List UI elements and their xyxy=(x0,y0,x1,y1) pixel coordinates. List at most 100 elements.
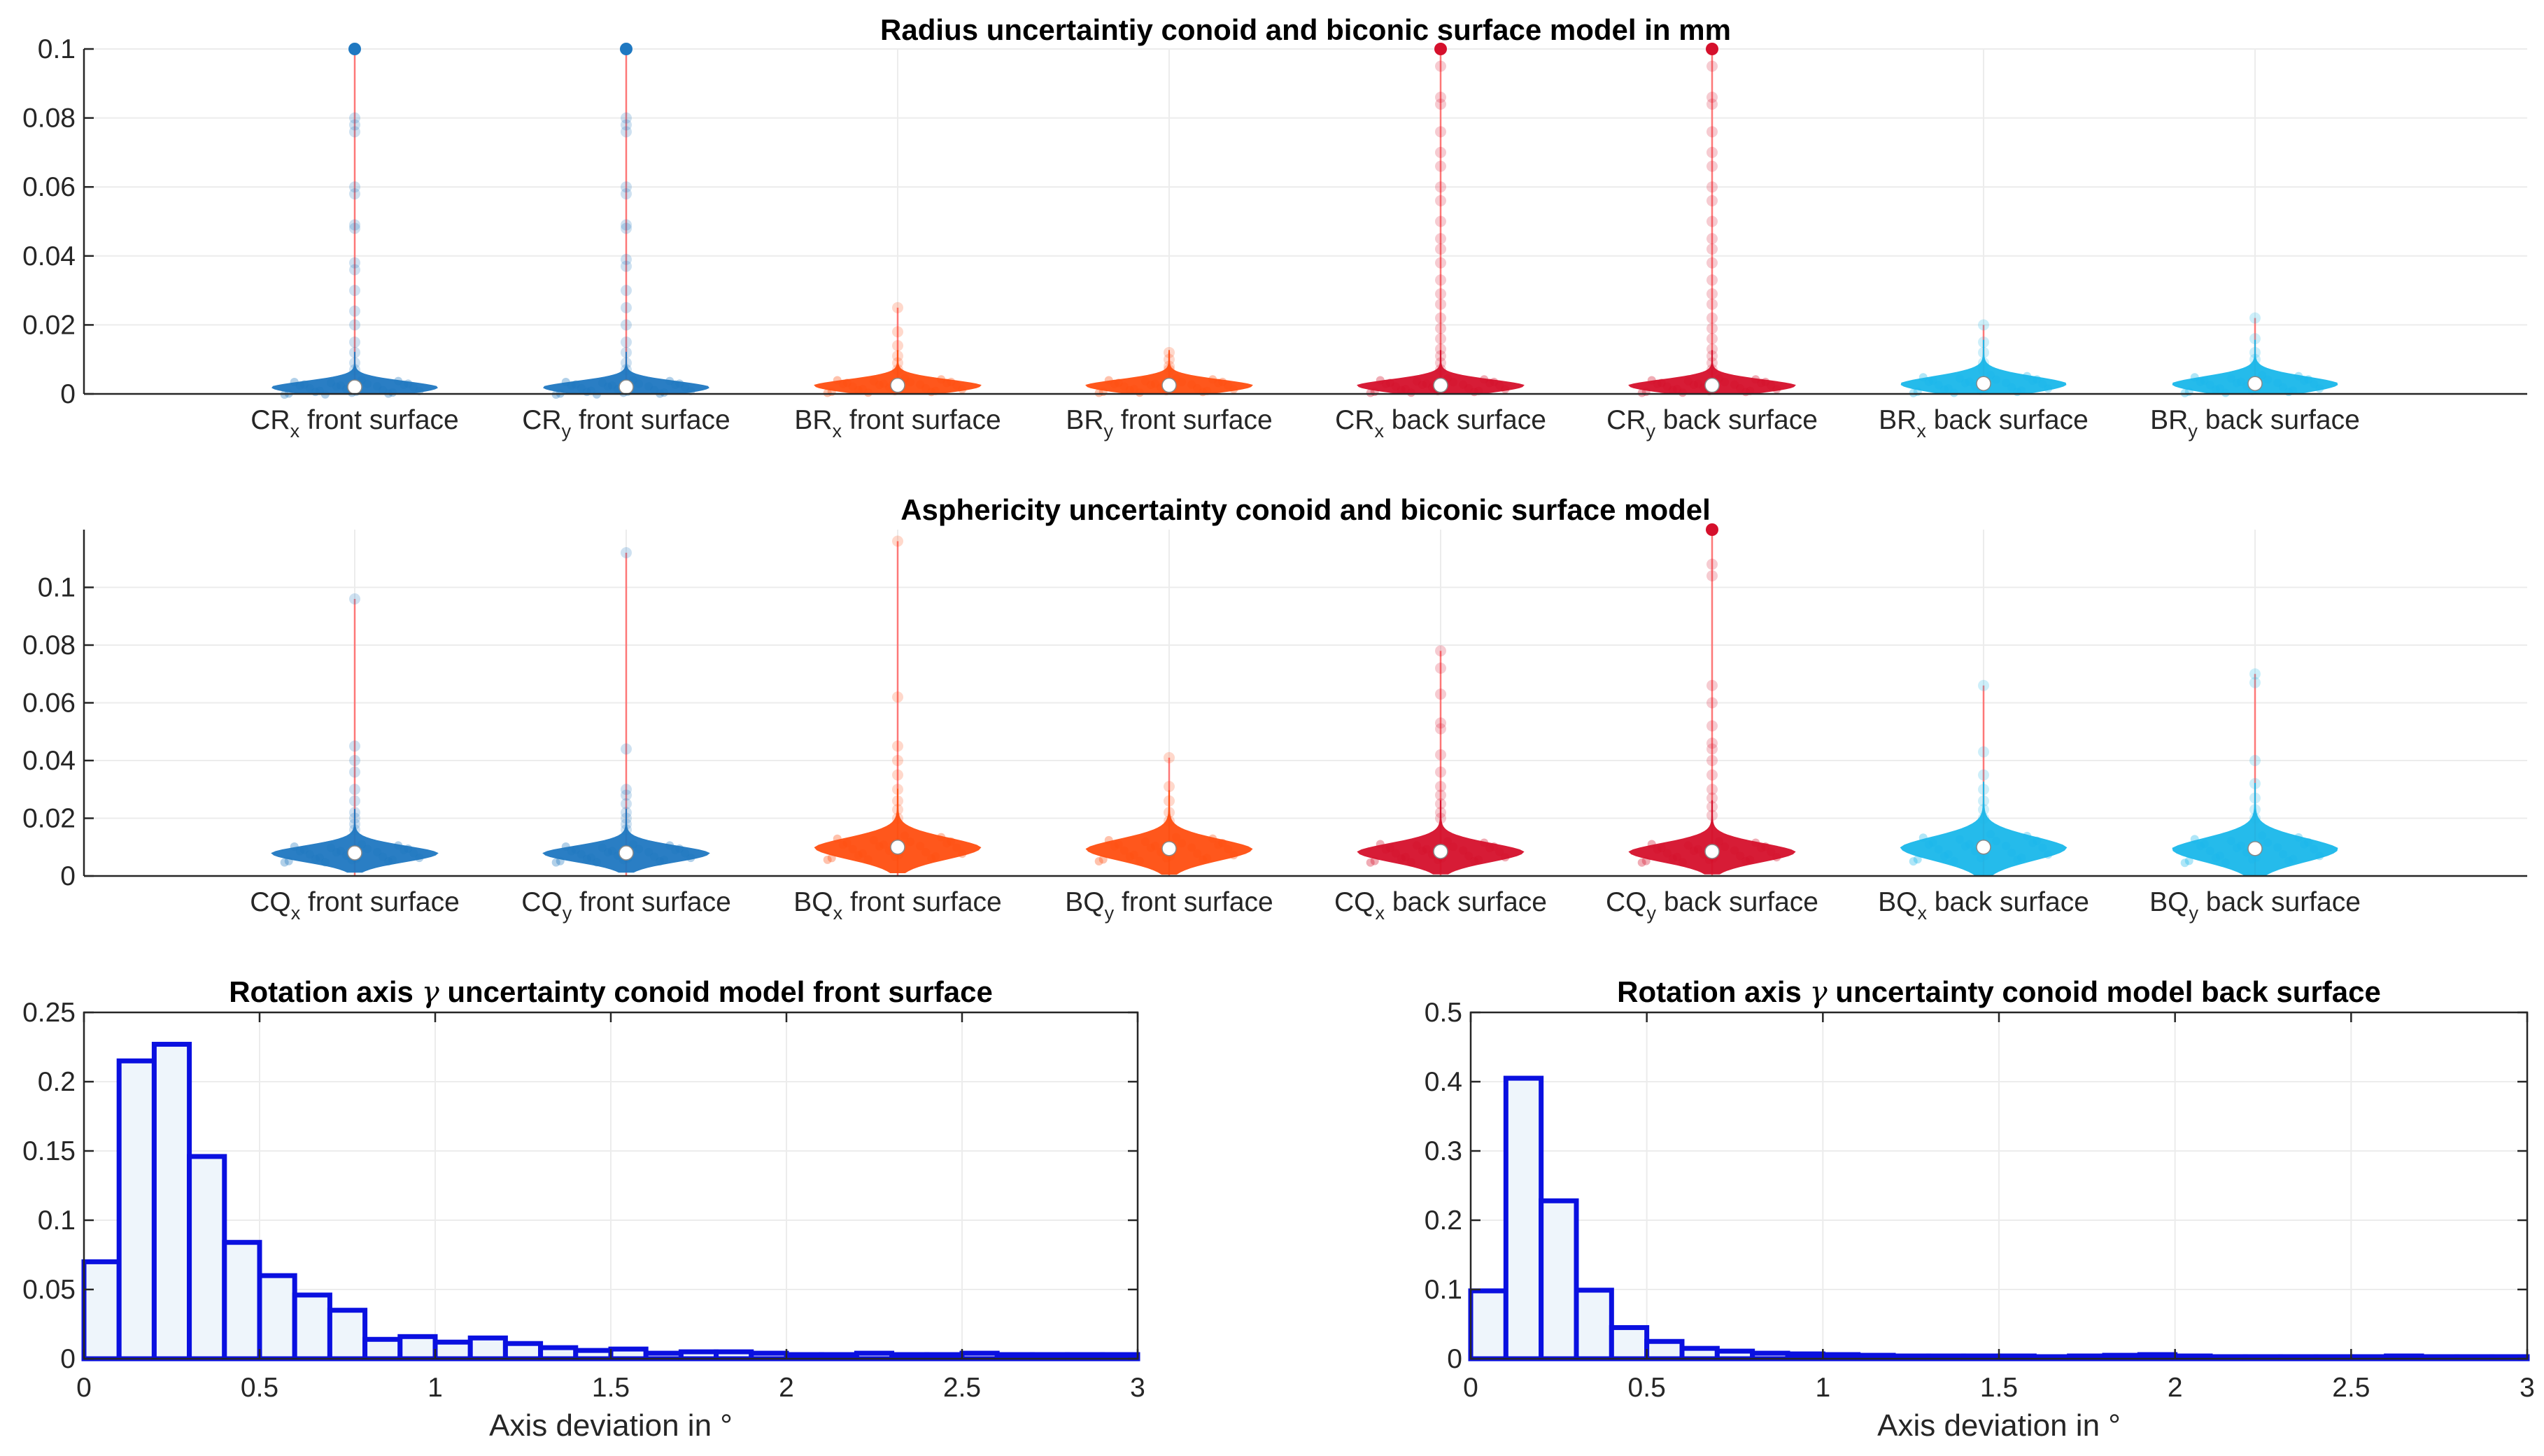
category-main: CR xyxy=(1335,405,1374,435)
category-main: BR xyxy=(2150,405,2188,435)
sample-point xyxy=(2284,856,2294,865)
outlier-point xyxy=(349,755,360,766)
outlier-point xyxy=(1435,288,1446,300)
sample-point xyxy=(2300,840,2309,849)
sample-point xyxy=(823,388,832,397)
outlier-point xyxy=(621,302,632,313)
sample-point xyxy=(1960,842,1970,851)
sample-point xyxy=(2017,853,2026,862)
sample-point xyxy=(1689,846,1698,855)
sample-point xyxy=(1693,379,1702,388)
sample-point xyxy=(1366,388,1375,397)
sample-point xyxy=(2196,842,2205,851)
sample-point xyxy=(1391,382,1400,391)
sample-point xyxy=(363,379,372,388)
sample-point xyxy=(1678,858,1687,867)
sample-point xyxy=(2247,855,2256,864)
sample-point xyxy=(644,847,653,856)
sample-point xyxy=(1757,379,1766,388)
sample-point xyxy=(1094,856,1103,865)
category-main: CQ xyxy=(1334,887,1376,917)
sample-point xyxy=(315,386,324,395)
histogram-bar xyxy=(397,1334,438,1362)
sample-point xyxy=(858,849,867,858)
sample-point xyxy=(2258,371,2267,380)
sample-point xyxy=(603,848,612,857)
sample-point xyxy=(1229,851,1238,860)
sample-point xyxy=(415,854,424,863)
sample-point xyxy=(1449,842,1458,851)
sample-point xyxy=(1199,855,1208,864)
outlier-point xyxy=(349,188,360,200)
category-label: BQy front surface xyxy=(1065,887,1273,924)
outlier-point xyxy=(1706,720,1718,732)
outlier-point xyxy=(349,740,360,752)
sample-point xyxy=(1767,847,1776,856)
sample-point xyxy=(1203,854,1212,863)
sample-point xyxy=(2215,383,2224,393)
sample-point xyxy=(409,383,418,392)
sample-point xyxy=(2310,844,2319,854)
sample-point xyxy=(388,856,397,865)
sample-point xyxy=(1125,852,1134,861)
sample-point xyxy=(1672,852,1681,861)
sample-point xyxy=(1928,376,1937,385)
x-tick-label: 0.5 xyxy=(241,1373,278,1403)
sample-point xyxy=(635,379,644,388)
sample-point xyxy=(2007,383,2016,392)
outlier-point xyxy=(1706,570,1718,581)
outlier-point xyxy=(1978,746,1989,758)
sample-point xyxy=(1501,853,1510,862)
outlier-point xyxy=(349,795,360,807)
sample-point xyxy=(842,838,851,847)
sample-point xyxy=(1746,386,1755,395)
violin-body xyxy=(1085,351,1253,395)
violin-cqy-back xyxy=(1628,523,1796,876)
median-point xyxy=(1161,841,1177,856)
outlier-point xyxy=(1706,743,1718,755)
median-point xyxy=(619,845,634,861)
outlier-point xyxy=(1435,274,1446,286)
outlier-point xyxy=(892,302,903,313)
sample-point xyxy=(1406,858,1415,867)
sample-point xyxy=(299,380,309,389)
x-tick-label: 2 xyxy=(2168,1373,2183,1403)
category-label: BQy back surface xyxy=(2149,887,2361,924)
outlier-point xyxy=(1435,323,1446,334)
sample-point xyxy=(1741,856,1751,865)
histogram-bar xyxy=(1679,1345,1720,1362)
x-tick-label: 2 xyxy=(779,1373,794,1403)
outlier-point xyxy=(621,789,632,801)
category-label: CQy front surface xyxy=(521,887,731,924)
sample-point xyxy=(921,848,931,857)
sample-point xyxy=(2013,855,2022,864)
histogram-bar xyxy=(1574,1287,1614,1362)
category-main: CR xyxy=(250,405,290,435)
outlier-point xyxy=(349,285,360,297)
outlier-point xyxy=(1706,697,1718,709)
sample-point xyxy=(290,842,299,851)
category-rest: back surface xyxy=(1384,405,1546,435)
outlier-point xyxy=(1435,243,1446,255)
sample-point xyxy=(1459,380,1468,389)
x-tick-label: 1 xyxy=(427,1373,443,1403)
outlier-point xyxy=(1435,333,1446,345)
outlier-point xyxy=(1706,160,1718,172)
sample-point xyxy=(1370,856,1379,865)
sample-point xyxy=(1114,379,1123,388)
sample-point xyxy=(1924,377,1933,386)
sample-point xyxy=(2221,858,2230,867)
histogram-bar xyxy=(151,1042,192,1362)
sample-point xyxy=(1193,849,1202,858)
y-tick-label: 0.5 xyxy=(1425,998,1462,1028)
median-point xyxy=(1704,844,1720,859)
outlier-point xyxy=(621,319,632,331)
sample-point xyxy=(1470,856,1479,865)
sample-point xyxy=(1178,378,1187,387)
sample-point xyxy=(1218,377,1227,386)
histogram-bar xyxy=(678,1349,719,1362)
sample-point xyxy=(394,841,403,850)
title-pre: Rotation axis xyxy=(1617,975,1809,1008)
sample-point xyxy=(1412,841,1421,850)
x-tick-label: 0 xyxy=(1463,1373,1478,1403)
